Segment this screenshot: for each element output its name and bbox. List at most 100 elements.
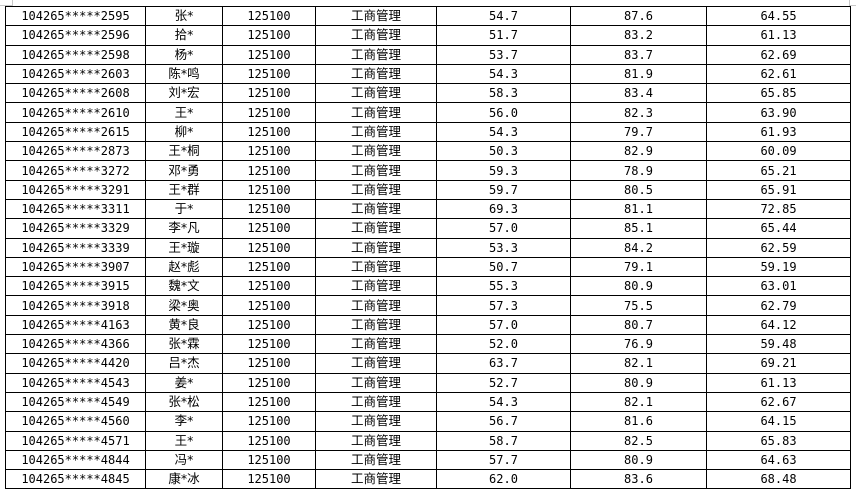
table-row: 104265*****2873 王*桐 125100 工商管理 50.3 82.9 60.0…	[5, 141, 851, 162]
major-cell: 工商管理	[315, 391, 437, 413]
table-row: 104265*****3329 李*凡 125100 工商管理 57.0 85.1 65.4…	[5, 218, 851, 239]
score-2-cell: 82.3	[570, 102, 707, 123]
major-code-cell: 125100	[222, 256, 316, 278]
score-1-cell: 56.0	[436, 102, 571, 123]
score-2-cell: 76.9	[570, 334, 707, 355]
candidate-id-cell: 104265*****2615	[5, 121, 146, 143]
major-cell: 工商管理	[315, 295, 437, 316]
table-row: 104265*****4543 姜* 125100 工商管理 52.7 80.9 61.13	[5, 372, 851, 393]
major-cell: 工商管理	[315, 430, 437, 451]
name-cell: 陈*鸣	[145, 63, 223, 85]
score-1-cell: 51.7	[436, 25, 571, 46]
name-cell: 王*群	[145, 179, 223, 200]
score-1-cell: 63.7	[436, 353, 571, 374]
table-row: 104265*****3291 王*群 125100 工商管理 59.7 80.5 65.9…	[5, 179, 851, 200]
major-code-cell: 125100	[222, 334, 316, 355]
score-2-cell: 83.6	[570, 469, 707, 490]
table-row: 104265*****4845 康*冰 125100 工商管理 62.0 83.6 68.4…	[5, 469, 851, 490]
candidate-id-cell: 104265*****4571	[5, 430, 146, 451]
candidate-id-cell: 104265*****4844	[5, 449, 146, 471]
name-cell: 冯*	[145, 449, 223, 471]
name-cell: 张*	[145, 5, 223, 27]
major-code-cell: 125100	[222, 141, 316, 162]
total-score-cell: 62.67	[706, 391, 851, 413]
table-row: 104265*****3918 梁*奥 125100 工商管理 57.3 75.5 62.7…	[5, 295, 851, 316]
major-code-cell: 125100	[222, 295, 316, 316]
score-1-cell: 56.7	[436, 411, 571, 432]
candidate-id-cell: 104265*****4549	[5, 391, 146, 413]
score-1-cell: 57.0	[436, 314, 571, 336]
major-cell: 工商管理	[315, 372, 437, 393]
candidate-id-cell: 104265*****3918	[5, 295, 146, 316]
candidate-id-cell: 104265*****3291	[5, 179, 146, 200]
major-code-cell: 125100	[222, 179, 316, 200]
score-2-cell: 82.1	[570, 353, 707, 374]
major-code-cell: 125100	[222, 25, 316, 46]
candidate-id-cell: 104265*****4366	[5, 334, 146, 355]
major-code-cell: 125100	[222, 83, 316, 104]
table-row: 104265*****2595 张* 125100 工商管理 54.7 87.6 64.55	[5, 5, 851, 27]
major-cell: 工商管理	[315, 218, 437, 239]
major-code-cell: 125100	[222, 5, 316, 27]
major-cell: 工商管理	[315, 179, 437, 200]
candidate-id-cell: 104265*****2596	[5, 25, 146, 46]
score-2-cell: 85.1	[570, 218, 707, 239]
name-cell: 梁*奥	[145, 295, 223, 316]
total-score-cell: 72.85	[706, 198, 851, 220]
major-cell: 工商管理	[315, 198, 437, 220]
table-row: 104265*****3311 于* 125100 工商管理 69.3 81.1 72.85	[5, 198, 851, 220]
candidate-id-cell: 104265*****2873	[5, 141, 146, 162]
score-2-cell: 82.5	[570, 430, 707, 451]
page-corner-mark	[849, 0, 856, 6]
score-2-cell: 83.7	[570, 44, 707, 65]
major-cell: 工商管理	[315, 141, 437, 162]
name-cell: 拾*	[145, 25, 223, 46]
total-score-cell: 61.93	[706, 121, 851, 143]
name-cell: 柳*	[145, 121, 223, 143]
major-code-cell: 125100	[222, 218, 316, 239]
major-code-cell: 125100	[222, 430, 316, 451]
total-score-cell: 65.21	[706, 160, 851, 181]
major-cell: 工商管理	[315, 411, 437, 432]
total-score-cell: 63.90	[706, 102, 851, 123]
score-2-cell: 82.1	[570, 391, 707, 413]
score-table: 104265*****2595 张* 125100 工商管理 54.7 87.6 64.55…	[5, 5, 851, 490]
major-code-cell: 125100	[222, 469, 316, 490]
score-1-cell: 50.3	[436, 141, 571, 162]
name-cell: 王*	[145, 102, 223, 123]
score-2-cell: 80.9	[570, 276, 707, 297]
score-2-cell: 83.4	[570, 83, 707, 104]
score-1-cell: 58.7	[436, 430, 571, 451]
score-2-cell: 80.9	[570, 449, 707, 471]
major-cell: 工商管理	[315, 5, 437, 27]
total-score-cell: 65.85	[706, 83, 851, 104]
candidate-id-cell: 104265*****3907	[5, 256, 146, 278]
total-score-cell: 68.48	[706, 469, 851, 490]
score-1-cell: 59.3	[436, 160, 571, 181]
score-1-cell: 54.3	[436, 121, 571, 143]
total-score-cell: 61.13	[706, 372, 851, 393]
name-cell: 吕*杰	[145, 353, 223, 374]
total-score-cell: 65.44	[706, 218, 851, 239]
score-2-cell: 80.5	[570, 179, 707, 200]
score-1-cell: 57.3	[436, 295, 571, 316]
major-code-cell: 125100	[222, 314, 316, 336]
major-code-cell: 125100	[222, 411, 316, 432]
major-cell: 工商管理	[315, 237, 437, 258]
candidate-id-cell: 104265*****2603	[5, 63, 146, 85]
major-code-cell: 125100	[222, 160, 316, 181]
name-cell: 姜*	[145, 372, 223, 393]
major-code-cell: 125100	[222, 237, 316, 258]
major-cell: 工商管理	[315, 83, 437, 104]
score-2-cell: 80.7	[570, 314, 707, 336]
name-cell: 李*凡	[145, 218, 223, 239]
major-code-cell: 125100	[222, 449, 316, 471]
total-score-cell: 62.61	[706, 63, 851, 85]
major-code-cell: 125100	[222, 198, 316, 220]
score-2-cell: 79.1	[570, 256, 707, 278]
score-2-cell: 83.2	[570, 25, 707, 46]
major-code-cell: 125100	[222, 63, 316, 85]
table-row: 104265*****4571 王* 125100 工商管理 58.7 82.5 65.83	[5, 430, 851, 451]
score-2-cell: 87.6	[570, 5, 707, 27]
candidate-id-cell: 104265*****2598	[5, 44, 146, 65]
